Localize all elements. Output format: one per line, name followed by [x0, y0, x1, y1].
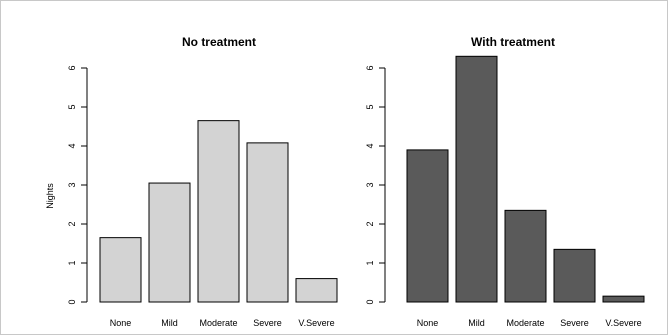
- x-tick-label: V.Severe: [298, 318, 334, 328]
- y-tick-label: 3: [365, 182, 375, 187]
- x-tick-label: V.Severe: [605, 318, 641, 328]
- bar-none: [406, 149, 449, 303]
- bar-moderate: [197, 120, 240, 303]
- y-tick-label: 5: [67, 104, 77, 109]
- x-tick-label: Moderate: [506, 318, 544, 328]
- bar-mild: [148, 182, 191, 303]
- x-tick-label: None: [110, 318, 132, 328]
- bar-severe: [246, 142, 289, 303]
- bar-mild: [455, 55, 498, 303]
- y-tick-label: 4: [67, 143, 77, 148]
- x-tick-label: Severe: [560, 318, 589, 328]
- y-tick-label: 3: [67, 182, 77, 187]
- y-axis-label: Nights: [45, 183, 55, 209]
- x-tick-label: Severe: [253, 318, 282, 328]
- x-tick-label: None: [417, 318, 439, 328]
- y-tick-label: 2: [365, 221, 375, 226]
- bar-moderate: [504, 209, 547, 303]
- y-tick-label: 4: [365, 143, 375, 148]
- y-tick-label: 0: [67, 299, 77, 304]
- chart-title: No treatment: [182, 35, 256, 49]
- panel-with-treatment: With treatment 0 1 2 3 4 5 6 None Mild Moderate Sev…: [365, 35, 645, 328]
- panel-no-treatment: No treatment 0 1 2 3 4 5 6 Nights None Mild Moderat…: [45, 35, 338, 328]
- y-tick-label: 6: [365, 65, 375, 70]
- bar-severe: [553, 248, 596, 303]
- y-tick-label: 2: [67, 221, 77, 226]
- y-tick-label: 0: [365, 299, 375, 304]
- x-tick-label: Mild: [161, 318, 178, 328]
- y-tick-label: 1: [365, 260, 375, 265]
- bar-vsevere: [602, 295, 645, 303]
- bar-vsevere: [295, 278, 338, 303]
- y-tick-label: 5: [365, 104, 375, 109]
- y-tick-label: 1: [67, 260, 77, 265]
- y-tick-label: 6: [67, 65, 77, 70]
- x-tick-label: Mild: [468, 318, 485, 328]
- bar-none: [99, 237, 142, 303]
- chart-title: With treatment: [471, 35, 555, 49]
- x-tick-label: Moderate: [199, 318, 237, 328]
